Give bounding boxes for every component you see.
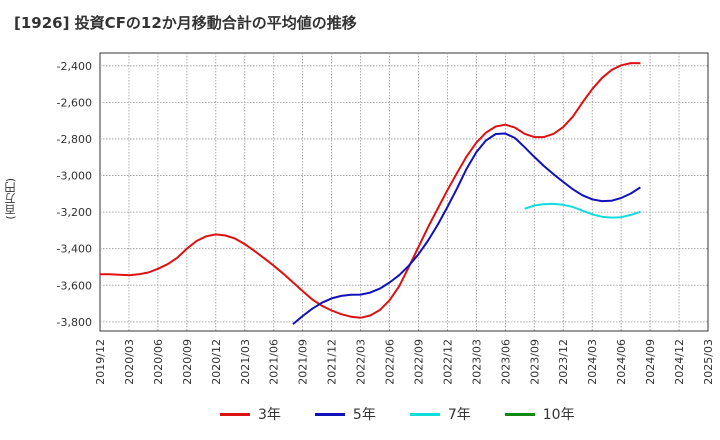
legend-label: 3年 <box>258 407 281 423</box>
legend-label: 10年 <box>542 407 575 423</box>
x-tick-label: 2022/09 <box>412 339 425 385</box>
x-tick-label: 2024/03 <box>586 339 599 385</box>
legend-label: 7年 <box>447 407 471 423</box>
x-tick-label: 2024/12 <box>673 339 686 385</box>
x-tick-label: 2022/03 <box>355 339 368 385</box>
y-tick-label: -2,800 <box>57 133 92 146</box>
x-tick-label: 2021/06 <box>268 339 281 385</box>
y-tick-label: -3,000 <box>57 170 92 183</box>
y-tick-label: -2,600 <box>57 96 92 109</box>
x-tick-label: 2025/03 <box>702 339 715 385</box>
plot-area <box>99 52 709 332</box>
y-tick-label: -3,600 <box>57 279 92 292</box>
legend-label: 5年 <box>352 407 376 423</box>
y-tick-label: -2,400 <box>57 60 92 73</box>
x-tick-label: 2023/12 <box>557 339 570 385</box>
x-tick-label: 2020/06 <box>152 339 165 385</box>
legend: 3年 5年 7年 10年 <box>220 404 575 424</box>
x-tick-label: 2021/09 <box>297 339 310 385</box>
x-tick-label: 2022/06 <box>384 339 397 385</box>
legend-item: 7年 <box>409 404 471 424</box>
x-tick-label: 2020/09 <box>181 339 194 385</box>
x-tick-label: 2020/03 <box>123 339 136 385</box>
legend-item: 3年 <box>220 404 281 424</box>
grid-lines <box>100 53 708 331</box>
x-tick-label: 2021/03 <box>239 339 252 385</box>
y-axis-ticks: -2,400 -2,600 -2,800 -3,000 -3,200 -3,400 -3,6… <box>57 60 92 329</box>
y-tick-label: -3,800 <box>57 316 92 329</box>
x-tick-label: 2023/06 <box>499 339 512 385</box>
series-line-3年 <box>100 62 641 319</box>
x-tick-label: 2020/12 <box>210 339 223 385</box>
legend-item: 5年 <box>314 404 376 424</box>
x-tick-label: 2024/06 <box>615 339 628 385</box>
y-tick-label: -3,400 <box>57 243 92 256</box>
x-tick-label: 2019/12 <box>94 339 107 385</box>
legend-swatch <box>504 412 535 416</box>
legend-swatch <box>409 412 440 416</box>
legend-swatch <box>314 412 345 416</box>
legend-item: 10年 <box>504 404 575 424</box>
x-tick-label: 2023/09 <box>528 339 541 385</box>
legend-swatch <box>220 412 250 416</box>
series-lines <box>100 62 641 325</box>
x-axis-ticks: 2019/12 2020/03 2020/06 2020/09 2020/12 2021/… <box>94 339 715 385</box>
x-tick-label: 2022/12 <box>441 339 454 385</box>
y-tick-label: -3,200 <box>57 206 92 219</box>
x-tick-label: 2021/12 <box>326 339 339 385</box>
x-tick-label: 2023/03 <box>470 339 483 385</box>
x-tick-label: 2024/09 <box>644 339 657 385</box>
series-line-5年 <box>292 132 641 325</box>
series-line-7年 <box>524 202 641 219</box>
chart-title: [1926] 投資CFの12か月移動合計の平均値の推移 <box>14 14 357 32</box>
